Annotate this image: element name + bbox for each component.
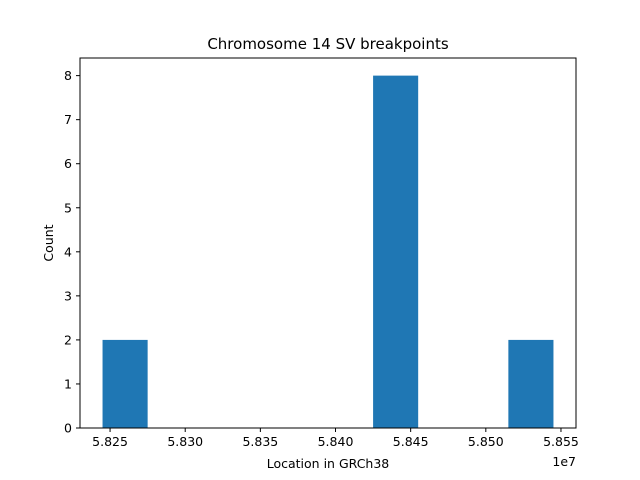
x-tick-label: 5.825 xyxy=(92,434,128,449)
bars-layer xyxy=(102,75,554,428)
x-tick-label: 5.835 xyxy=(242,434,278,449)
y-tick-label: 4 xyxy=(64,244,72,259)
x-axis-offset-label: 1e7 xyxy=(552,454,576,469)
y-tick-label: 3 xyxy=(64,288,72,303)
ticks-layer: 5.825 5.830 5.835 5.840 5.845 5.850 5.855 0 1 2 3 4… xyxy=(64,68,579,449)
x-tick-label: 5.855 xyxy=(543,434,579,449)
histogram-bar xyxy=(508,339,554,428)
y-tick-label: 0 xyxy=(64,421,72,436)
plot-frame xyxy=(79,57,577,429)
y-tick-label: 2 xyxy=(64,332,72,347)
y-tick-label: 8 xyxy=(64,68,72,83)
chart-title: Chromosome 14 SV breakpoints xyxy=(207,35,449,53)
x-tick-label: 5.840 xyxy=(318,434,354,449)
y-tick-label: 1 xyxy=(64,376,72,391)
y-tick-label: 6 xyxy=(64,156,72,171)
y-axis-label: Count xyxy=(41,224,56,261)
histogram-bar xyxy=(373,75,419,428)
x-tick-label: 5.845 xyxy=(393,434,429,449)
x-tick-label: 5.850 xyxy=(468,434,504,449)
y-tick-label: 7 xyxy=(64,112,72,127)
y-tick-label: 5 xyxy=(64,200,72,215)
x-axis-label: Location in GRCh38 xyxy=(267,456,390,471)
x-tick-label: 5.830 xyxy=(167,434,203,449)
histogram-bar xyxy=(102,339,148,428)
